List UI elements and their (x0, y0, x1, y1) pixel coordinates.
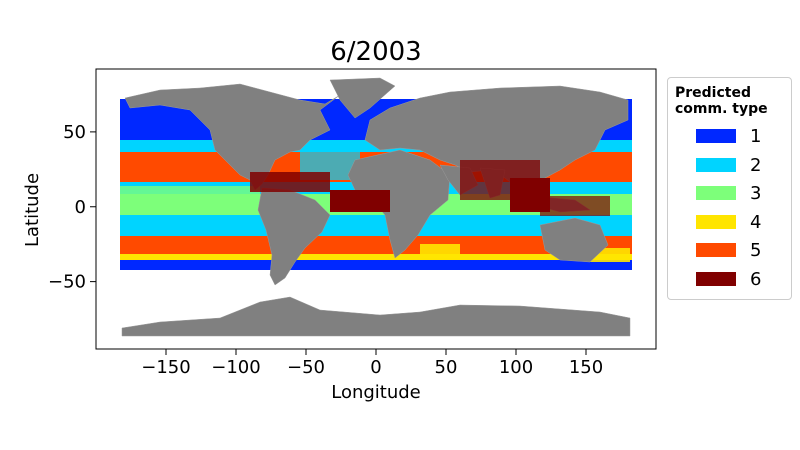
land-antarctica (121, 296, 631, 337)
type-6-cluster-gulf-guinea (330, 190, 390, 212)
plot-area (120, 77, 632, 337)
y-tick-label: −50 (48, 272, 86, 293)
x-tick-label: −50 (287, 357, 325, 378)
legend-title: Predicted comm. type (675, 85, 768, 117)
type-6-points (250, 160, 610, 216)
legend-swatch (696, 243, 736, 258)
type-6-cluster-atlantic (250, 172, 330, 192)
legend-swatch (696, 272, 736, 286)
x-tick-label: 0 (370, 357, 381, 378)
band-type-4-south (120, 254, 632, 264)
legend: Predicted comm. type 1 2 3 4 5 6 (667, 77, 792, 300)
land-europe-asia (364, 85, 629, 191)
x-tick-label: −150 (141, 357, 190, 378)
legend-label: 6 (750, 269, 762, 290)
legend-swatch (696, 214, 736, 229)
x-tick-label: 100 (499, 357, 533, 378)
legend-label: 4 (750, 211, 762, 233)
y-axis-label: Latitude (22, 173, 43, 247)
legend-label: 1 (750, 126, 762, 147)
y-axis: 50 0 −50 (48, 122, 96, 293)
x-axis-label: Longitude (331, 382, 421, 403)
x-tick-label: −100 (211, 357, 260, 378)
chart-title: 6/2003 (330, 37, 421, 67)
type-6-cluster-maritime (540, 196, 610, 216)
legend-label: 5 (750, 240, 762, 262)
band-type-3-patch-pacific (120, 186, 260, 196)
land-north-america (124, 83, 341, 191)
y-tick-label: 50 (63, 122, 86, 143)
x-axis: −150 −100 −50 0 50 100 150 (141, 349, 603, 378)
land-greenland (329, 77, 396, 119)
legend-swatch (696, 186, 736, 201)
land-south-america (257, 187, 331, 286)
band-type-1-south (120, 260, 632, 270)
y-tick-label: 0 (75, 197, 86, 218)
legend-swatch (696, 157, 736, 172)
legend-swatch (696, 129, 736, 143)
x-tick-label: 150 (569, 357, 603, 378)
legend-label: 2 (750, 154, 762, 176)
land-australia (539, 217, 609, 263)
legend-label: 3 (750, 183, 762, 205)
band-type-4-patch-indian (420, 244, 460, 258)
x-tick-label: 50 (435, 357, 458, 378)
